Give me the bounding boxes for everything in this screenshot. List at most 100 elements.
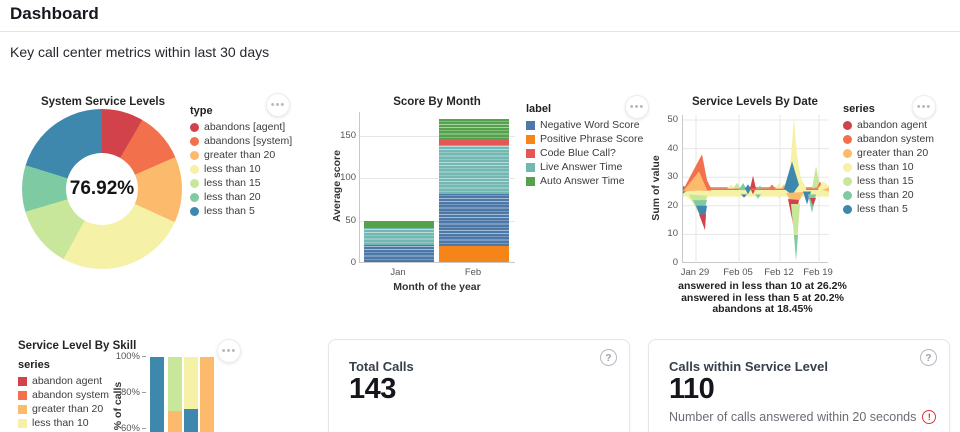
chart-title: System Service Levels [40,96,166,108]
more-options-button[interactable]: ••• [625,95,649,119]
legend-label: less than 15 [857,175,914,187]
donut-chart[interactable]: 76.92% [22,109,182,269]
bar-segment[interactable] [168,357,182,411]
legend-label: less than 5 [204,205,255,217]
legend-item[interactable]: less than 10 [843,161,934,173]
legend-item[interactable]: greater than 20 [843,147,934,159]
panel-service-levels-by-date: Service Levels By Date ••• Sum of value … [650,85,960,335]
bar-segment[interactable] [364,245,434,262]
bar-segment[interactable] [150,357,164,432]
legend-item[interactable]: less than 20 [190,191,292,203]
x-tick: Jan 29 [680,267,710,278]
legend-title: series [843,103,875,115]
skill-bar[interactable] [150,357,164,432]
legend-swatch-icon [190,136,199,146]
bar-segment[interactable] [364,228,434,245]
donut-legend: type abandons [agent] abandons [system] gr… [190,105,292,217]
bar-feb[interactable] [439,119,509,262]
card-subtitle: Number of calls answered within 20 secon… [669,410,937,424]
skill-bars[interactable] [150,357,230,432]
legend-swatch-icon [843,176,852,186]
stream-plot-area[interactable] [682,115,829,263]
legend-item[interactable]: less than 20 [843,189,934,201]
card-title: Calls within Service Level [669,359,828,374]
legend-swatch-icon [526,120,535,130]
legend-item[interactable]: greater than 20 [190,149,292,161]
x-tick: Feb 05 [723,267,753,278]
legend-label: less than 10 [32,417,89,429]
legend-item[interactable]: abandon system [843,133,934,145]
legend-label: less than 20 [204,191,261,203]
more-options-button[interactable]: ••• [912,95,936,119]
axis-tick-label: 50 [345,214,356,226]
bar-segment[interactable] [439,245,509,262]
legend-item[interactable]: abandons [system] [190,135,292,147]
bar-segment[interactable] [200,357,214,432]
legend-swatch-icon [843,162,852,172]
legend-item[interactable]: greater than 20 [18,403,109,415]
bar-segment[interactable] [364,221,434,228]
legend-swatch-icon [190,192,199,202]
skill-bar[interactable] [168,357,182,432]
skill-bar[interactable] [200,357,214,432]
legend-swatch-icon [843,204,852,214]
bar-segment[interactable] [439,144,509,195]
legend-label: abandon system [32,389,110,401]
bar-jan[interactable] [364,221,434,262]
legend-label: Code Blue Call? [540,147,616,159]
card-value: 143 [349,373,396,405]
legend-label: less than 5 [857,203,908,215]
more-options-button[interactable]: ••• [266,93,290,117]
legend-item[interactable]: Auto Answer Time [526,175,643,187]
bar-segment[interactable] [439,119,509,141]
legend-label: abandon agent [32,375,103,387]
bar-segment[interactable] [439,140,509,145]
legend-item[interactable]: less than 15 [190,177,292,189]
tick-mark [142,427,146,429]
legend-swatch-icon [18,390,27,400]
legend-item[interactable]: Negative Word Score [526,119,643,131]
bar-segment[interactable] [439,194,509,246]
skill-bar[interactable] [184,357,198,432]
legend-label: abandons [agent] [204,121,286,133]
legend-items: abandon agent abandon system greater than … [18,375,109,432]
bar-segment[interactable] [184,357,198,410]
legend-item[interactable]: less than 5 [190,205,292,217]
legend-item[interactable]: abandon agent [843,119,934,131]
donut-center-label: 76.92% [69,178,135,199]
legend-item[interactable]: less than 10 [190,163,292,175]
legend-item[interactable]: abandon agent [18,375,109,387]
legend-label: abandons [system] [204,135,293,147]
legend-title: label [526,103,552,115]
legend-item[interactable]: Positive Phrase Score [526,133,643,145]
caption-line: answered in less than 10 at 26.2% [678,280,847,292]
more-options-button[interactable]: ••• [217,339,241,363]
legend-swatch-icon [526,176,535,186]
y-axis-ticks: 0 50 100 150 [332,112,356,269]
legend-item[interactable]: abandons [agent] [190,121,292,133]
legend-item[interactable]: abandon system [18,389,109,401]
gridline [360,135,515,137]
legend-item[interactable]: less than 15 [843,175,934,187]
legend-swatch-icon [190,164,199,174]
score-plot-area[interactable] [359,112,515,263]
help-icon[interactable]: ? [920,349,937,366]
legend-item[interactable]: Live Answer Time [526,161,643,173]
legend-item[interactable]: less than 5 [843,203,934,215]
bar-segment[interactable] [168,411,182,432]
legend-title: type [190,105,213,117]
legend-label: greater than 20 [204,149,276,161]
legend-item[interactable]: Code Blue Call? [526,147,643,159]
axis-tick-label: 20 [667,199,678,211]
legend-swatch-icon [18,418,27,428]
stream-legend: series abandon agent abandon system greate… [843,103,934,215]
legend-item[interactable]: less than 10 [18,417,109,429]
score-legend: label Negative Word Score Positive Phrase… [526,103,643,187]
axis-tick-label: 80% [110,387,146,398]
page-title: Dashboard [10,4,99,23]
help-icon[interactable]: ? [600,349,617,366]
x-tick-feb: Feb [464,267,482,278]
legend-label: abandon system [857,133,935,145]
bar-segment[interactable] [184,409,198,432]
